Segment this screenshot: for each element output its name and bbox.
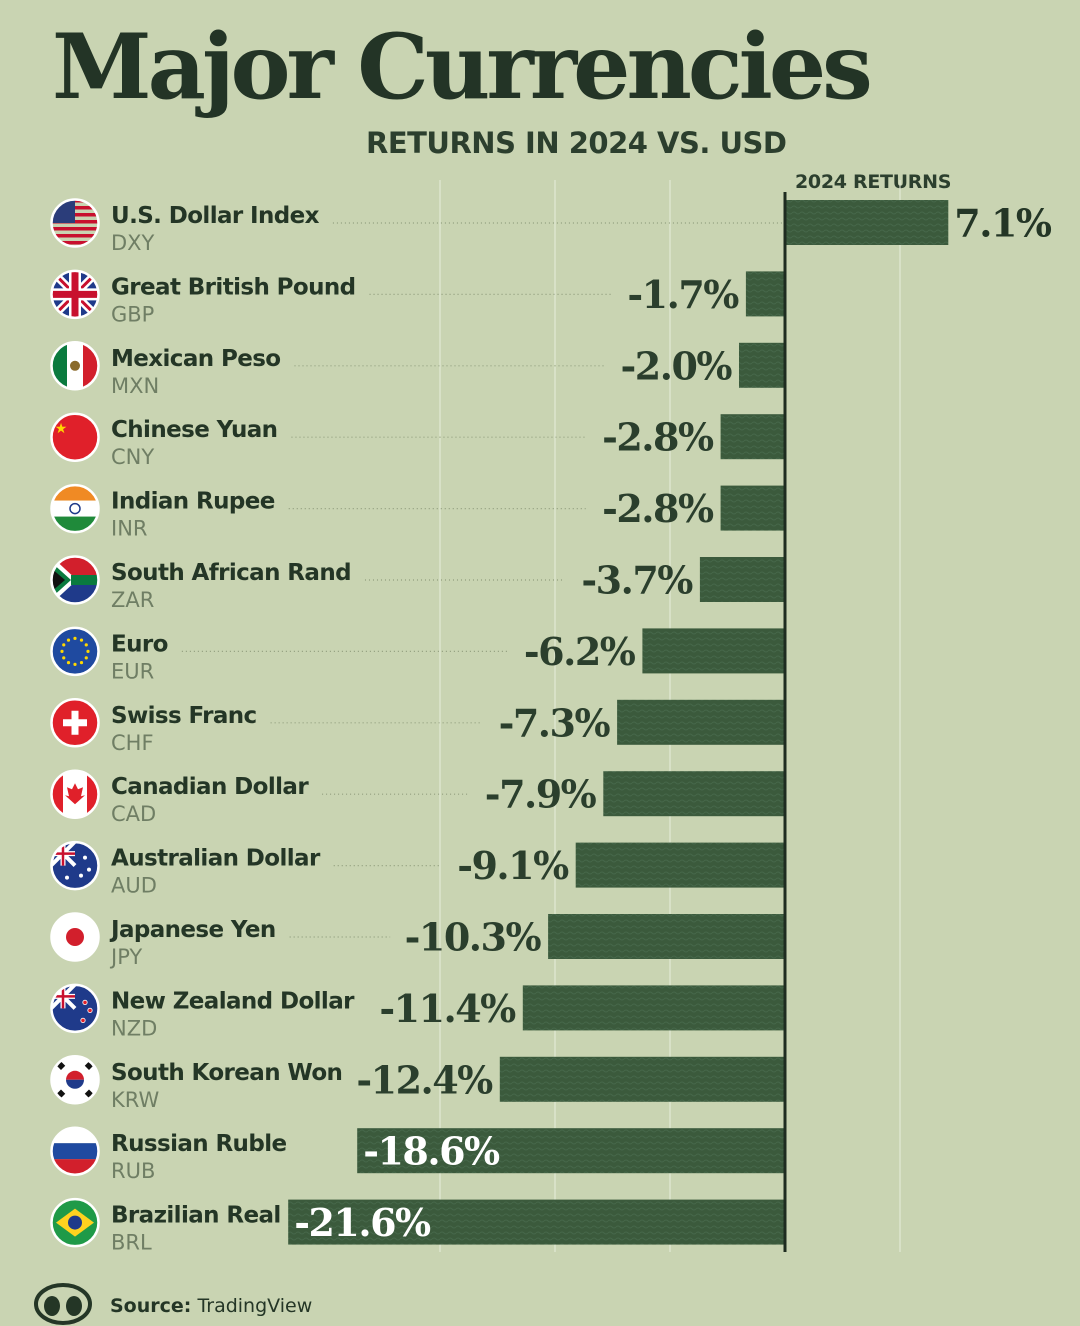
value-label: -2.0%: [621, 343, 733, 388]
south-korea-flag-icon: [50, 1055, 100, 1105]
bar-mxn: [739, 342, 785, 388]
bar-aud: [575, 842, 785, 888]
russia-flag-icon: [50, 1126, 100, 1176]
currency-name: Canadian Dollar: [111, 774, 309, 800]
uk-flag-icon: [50, 269, 100, 320]
currency-code: MXN: [111, 374, 159, 398]
value-label: -7.9%: [485, 772, 597, 817]
currency-name: Australian Dollar: [111, 846, 321, 872]
currency-name: Chinese Yuan: [111, 417, 277, 443]
bar-cny: [720, 414, 785, 460]
china-flag-icon: ★: [50, 412, 100, 462]
currency-name: New Zealand Dollar: [111, 988, 355, 1014]
source-line: Source: TradingView: [110, 1295, 312, 1317]
currency-code: JPY: [109, 945, 142, 969]
currency-name: Swiss Franc: [111, 703, 257, 729]
currency-name: Great British Pound: [111, 274, 356, 300]
value-label: -21.6%: [294, 1200, 431, 1245]
value-label: -11.4%: [379, 986, 516, 1031]
currency-name: Mexican Peso: [111, 346, 281, 372]
svg-text:★: ★: [55, 421, 68, 437]
currency-name: South Korean Won: [111, 1060, 342, 1086]
currency-code: DXY: [111, 231, 155, 255]
bar-inr: [720, 485, 785, 531]
currency-code: KRW: [111, 1088, 160, 1112]
bar-gbp: [745, 271, 785, 317]
value-label: -2.8%: [602, 486, 714, 531]
source-label: Source:: [110, 1295, 192, 1317]
value-label: -9.1%: [457, 843, 569, 888]
value-label: -6.2%: [524, 629, 636, 674]
eu-flag-icon: [50, 626, 100, 677]
japan-flag-icon: [50, 912, 100, 962]
currency-name: U.S. Dollar Index: [111, 203, 320, 229]
currency-name: Japanese Yen: [109, 917, 276, 943]
currency-code: AUD: [111, 874, 157, 898]
chart-title: Major Currencies: [52, 14, 873, 120]
value-label: -7.3%: [499, 700, 611, 745]
australia-flag-icon: [50, 840, 100, 891]
us-flag-icon: [50, 198, 100, 248]
new-zealand-flag-icon: [50, 983, 100, 1034]
bar-nzd: [522, 985, 785, 1031]
bar-cad: [603, 771, 785, 817]
india-flag-icon: [50, 483, 100, 534]
bar-rub: [357, 1128, 785, 1174]
value-label: -2.8%: [602, 415, 714, 460]
mexico-flag-icon: [50, 341, 100, 391]
bar-krw: [499, 1056, 785, 1102]
bar-eur: [642, 628, 785, 674]
visual-capitalist-logo-icon: [34, 1283, 92, 1325]
brazil-flag-icon: [50, 1197, 100, 1248]
currency-code: CAD: [111, 802, 156, 826]
bar-jpy: [548, 914, 785, 959]
currency-code: ZAR: [111, 588, 154, 612]
value-label: -10.3%: [405, 915, 542, 960]
currency-code: CHF: [111, 731, 154, 755]
currency-code: GBP: [111, 302, 154, 326]
value-label: -12.4%: [356, 1057, 493, 1102]
value-label: -18.6%: [363, 1129, 500, 1174]
source-value: TradingView: [197, 1295, 313, 1317]
currency-code: INR: [111, 517, 148, 541]
currency-code: CNY: [111, 445, 154, 469]
canada-flag-icon: [50, 769, 100, 819]
currency-name: Russian Ruble: [111, 1131, 286, 1157]
bar-brl: [288, 1199, 785, 1245]
currency-name: Brazilian Real: [111, 1203, 281, 1229]
bar-zar: [699, 557, 785, 602]
currency-name: Indian Rupee: [111, 489, 275, 515]
south-africa-flag-icon: [50, 555, 100, 605]
bar-chf: [617, 699, 785, 745]
column-header: 2024 RETURNS: [795, 171, 952, 193]
value-label: 7.1%: [954, 201, 1052, 246]
value-label: -3.7%: [581, 558, 693, 603]
currency-name: South African Rand: [111, 560, 351, 586]
currency-code: EUR: [111, 659, 154, 683]
currency-name: Euro: [111, 631, 168, 657]
currency-code: NZD: [111, 1016, 157, 1040]
currency-code: BRL: [111, 1231, 152, 1255]
currency-code: RUB: [111, 1159, 155, 1183]
switzerland-flag-icon: [50, 698, 100, 748]
bar-dxy: [785, 200, 949, 245]
value-label: -1.7%: [627, 272, 739, 317]
chart-subtitle: RETURNS IN 2024 VS. USD: [366, 126, 787, 160]
